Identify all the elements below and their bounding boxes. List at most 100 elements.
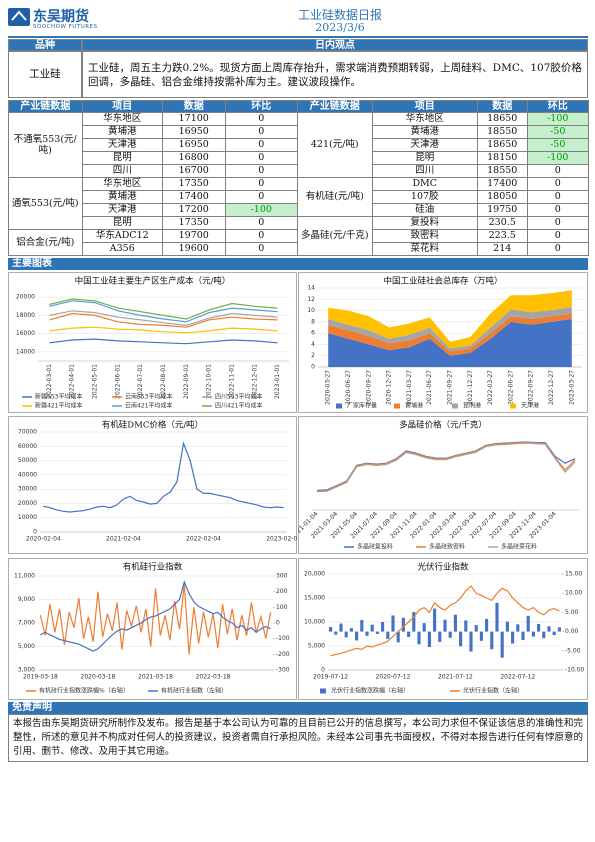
y2-tick-label: -10.00 <box>565 667 585 674</box>
bar <box>511 631 515 644</box>
change-cell: 0 <box>225 164 298 178</box>
chart-frame <box>298 416 588 554</box>
chart-title: 有机硅行业指数 <box>123 562 183 573</box>
x-tick-label: 2022-09-27 <box>528 370 535 405</box>
value-cell: 16800 <box>162 151 226 165</box>
item-cell: 硅油 <box>372 203 478 217</box>
value-cell: 18550 <box>477 164 528 178</box>
bar <box>329 626 333 632</box>
legend-label: 云南421平均成本 <box>125 402 172 410</box>
chart: 中国工业硅社会总库存（万吨） 0 2 4 6 8 10 12 14 2020-03-27 2020-… <box>298 272 588 413</box>
y2-tick-label: 0.00 <box>565 628 579 635</box>
change-cell: 0 <box>527 190 589 204</box>
change-cell: 0 <box>225 151 298 165</box>
item-cell: 四川 <box>372 164 478 178</box>
change-cell: 0 <box>527 242 589 256</box>
disclaimer-bar: 免责声明 <box>8 702 588 714</box>
line <box>49 310 278 327</box>
group-cell: 铝合金(元/吨) <box>8 229 83 256</box>
chart-frame <box>8 416 297 554</box>
change-cell: 0 <box>225 242 298 256</box>
x-tick-label: 2022-03-27 <box>487 370 494 405</box>
y-tick-label: 0 <box>33 529 37 536</box>
value-cell: 17100 <box>162 112 226 126</box>
legend-label: 光伏行业指数涨跌幅（右轴） <box>331 687 409 695</box>
y-tick-label: 15,000 <box>304 595 325 602</box>
bar <box>360 620 364 632</box>
area <box>328 307 572 352</box>
y-tick-label: 20,000 <box>304 571 325 578</box>
y-tick-label: 0 <box>311 364 315 371</box>
bar <box>334 631 338 635</box>
y2-tick-label: 300 <box>276 573 288 580</box>
bar <box>479 631 483 641</box>
item-cell: 黄埔港 <box>372 125 478 139</box>
legend-label: 有机硅行业指数涨跌幅%（右轴） <box>39 687 129 695</box>
item-cell: 昆明 <box>82 216 163 230</box>
logo-english: SOOCHOW FUTURES <box>33 24 98 30</box>
x-tick-label: 2022-08-01 <box>160 364 167 399</box>
legend-label: 新疆421平均成本 <box>35 402 82 410</box>
bar <box>407 631 411 637</box>
y2-tick-label: 100 <box>276 604 288 611</box>
y-tick-label: 20000 <box>18 500 37 507</box>
x-tick-label: 2022-12-01 <box>251 364 258 399</box>
item-cell: 天津港 <box>82 203 163 217</box>
y-tick-label: 6 <box>311 330 315 337</box>
chart-title: 光伏行业指数 <box>417 562 469 573</box>
bar <box>557 627 561 632</box>
item-cell: 华东地区 <box>82 112 163 126</box>
view-product: 工业硅 <box>8 51 82 98</box>
value-cell: 18150 <box>477 151 528 165</box>
y2-tick-label: 5.00 <box>565 609 579 616</box>
report-title: 工业硅数据日报 <box>297 8 382 22</box>
bar <box>427 631 431 647</box>
disclaimer-text: 本报告由东吴期货研究所制作及发布。报告是基于本公司认为可靠的且目前已公开的信息撰… <box>8 714 588 762</box>
x-tick-label: 2022-04-01 <box>69 364 76 399</box>
legend-label: 云南553平均成本 <box>125 393 172 401</box>
table-header: 数据 <box>477 100 528 113</box>
group-cell: 不通氧553(元/吨) <box>8 112 83 178</box>
legend-label: 多晶硅菜花料 <box>501 543 537 551</box>
bar <box>386 631 390 639</box>
group-cell: 421(元/吨) <box>297 112 373 178</box>
table-header: 产业链数据 <box>297 100 373 113</box>
table-header: 项目 <box>372 100 478 113</box>
bar <box>365 631 369 636</box>
logo-text: 东吴期货 <box>33 9 89 25</box>
x-tick-label: 2023-03-27 <box>568 370 575 405</box>
y-tick-label: 5,000 <box>308 643 325 650</box>
section-bar: 主要图表 <box>8 258 588 270</box>
bar <box>349 628 353 632</box>
y-tick-label: 10 <box>307 307 315 314</box>
legend-swatch <box>510 403 516 409</box>
x-tick-label: 2022-10-01 <box>206 364 213 399</box>
legend-swatch <box>452 403 458 409</box>
bar <box>438 631 442 642</box>
value-cell: 16950 <box>162 125 226 139</box>
value-cell: 18650 <box>477 112 528 126</box>
bar <box>516 624 520 632</box>
group-cell: 通氧553(元/吨) <box>8 177 83 230</box>
legend-swatch <box>336 403 342 409</box>
y2-tick-label: 10.00 <box>565 590 582 597</box>
chart-title: 中国工业硅主要生产区生产成本（元/吨） <box>75 276 231 287</box>
bar <box>412 612 416 632</box>
y2-tick-label: -300 <box>276 667 290 674</box>
change-cell: 0 <box>225 229 298 243</box>
item-cell: 华东ADC12 <box>82 229 163 243</box>
bar <box>344 631 348 638</box>
change-cell: 0 <box>225 216 298 230</box>
value-cell: 17350 <box>162 216 226 230</box>
y-tick-label: 30000 <box>18 486 37 493</box>
x-tick-label: 2021-09-27 <box>447 370 454 405</box>
bar <box>537 623 541 632</box>
x-tick-label: 2022-07-01 <box>137 364 144 399</box>
legend-label: 厂家库存量 <box>347 402 377 410</box>
x-tick-label: 2022-02-04 <box>186 536 221 543</box>
line <box>330 585 560 657</box>
item-cell: 天津港 <box>82 138 163 152</box>
value-cell: 18550 <box>477 125 528 139</box>
value-cell: 16950 <box>162 138 226 152</box>
